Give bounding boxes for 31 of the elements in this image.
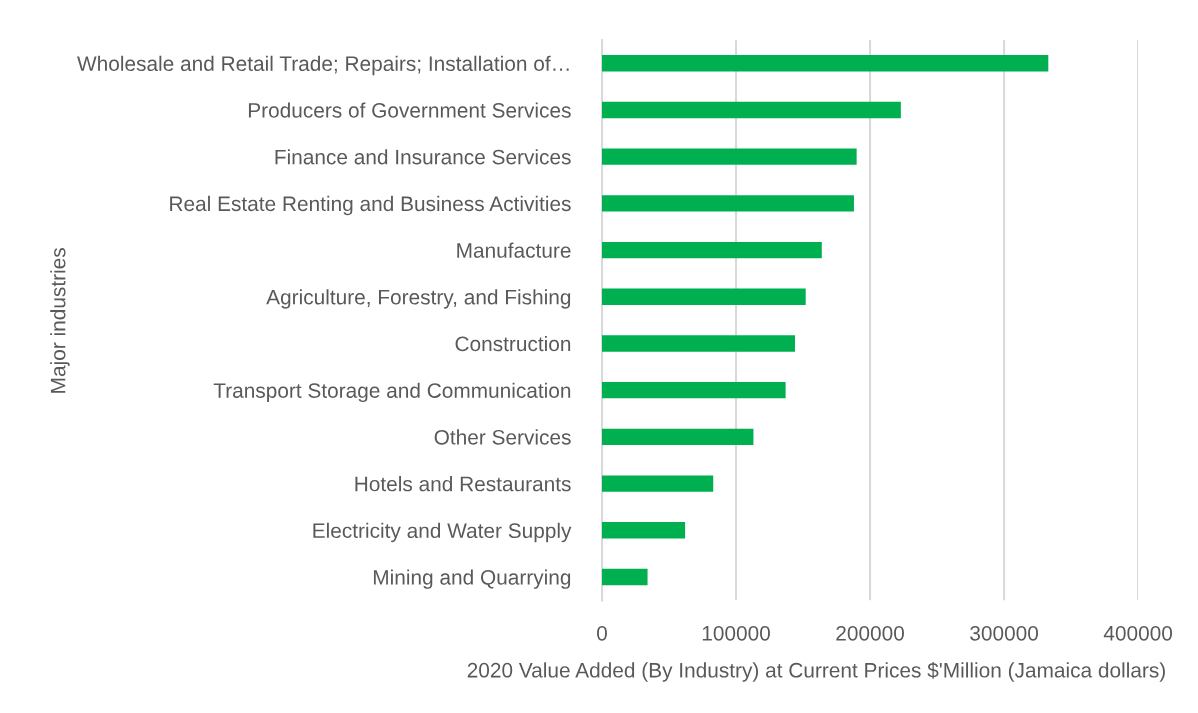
y-tick-label: Wholesale and Retail Trade; Repairs; Installation of… xyxy=(77,55,569,76)
x-tick-label: 200000 xyxy=(836,625,904,641)
bar xyxy=(602,335,795,352)
x-axis-title: 2020 Value Added (By Industry) at Current Prices $'Million (Jamaica dollars) xyxy=(467,661,1165,682)
bar xyxy=(602,475,714,492)
bar xyxy=(602,428,754,446)
x-tick-label: 300000 xyxy=(970,625,1039,641)
y-tick-label: Agriculture, Forestry, and Fishing xyxy=(266,289,571,309)
bar xyxy=(602,195,854,212)
x-tick-label: 400000 xyxy=(1103,625,1173,641)
y-tick-label: Finance and Insurance Services xyxy=(275,149,571,165)
bar xyxy=(602,241,822,259)
y-tick-label: Construction xyxy=(455,335,571,352)
y-tick-label: Producers of Government Services xyxy=(248,102,571,118)
y-tick-label: Hotels and Restaurants xyxy=(355,476,571,492)
x-tick-label: 100000 xyxy=(702,625,770,641)
y-tick-label: Mining and Quarrying xyxy=(373,569,571,589)
bar xyxy=(602,522,686,539)
y-tick-label: Manufacture xyxy=(457,242,571,258)
y-tick-label: Transport Storage and Communication xyxy=(213,382,571,403)
bar xyxy=(602,55,1049,72)
bar xyxy=(602,568,648,586)
y-tick-label: Other Services xyxy=(434,429,571,445)
bar xyxy=(602,101,901,119)
bar xyxy=(602,382,786,399)
y-axis-title: Major industries xyxy=(50,248,70,393)
bar xyxy=(602,288,806,305)
x-tick-label: 0 xyxy=(597,625,607,641)
y-tick-label: Electricity and Water Supply xyxy=(313,522,572,543)
bar xyxy=(602,148,857,165)
y-tick-label: Real Estate Renting and Business Activities xyxy=(170,195,571,216)
